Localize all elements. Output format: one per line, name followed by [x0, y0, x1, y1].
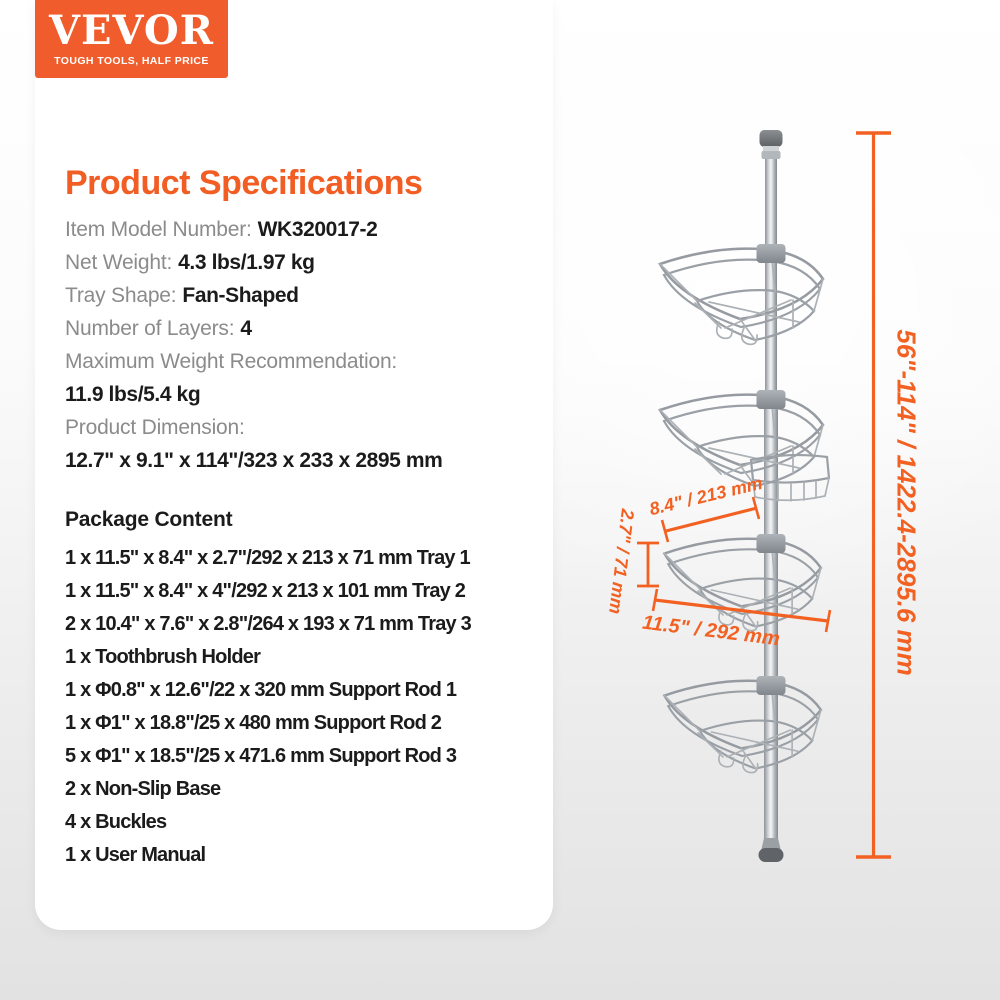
- spec-list: Item Model Number: WK320017-2 Net Weight:…: [65, 213, 443, 477]
- spec-label: Net Weight:: [65, 251, 173, 274]
- spec-row-dimension-value: 12.7" x 9.1" x 114"/323 x 233 x 2895 mm: [65, 444, 443, 477]
- spec-label: Tray Shape:: [65, 284, 177, 307]
- spec-card: VEVOR TOUGH TOOLS, HALF PRICE Product Sp…: [35, 0, 553, 930]
- spec-label: Product Dimension:: [65, 416, 245, 439]
- package-item: 2 x 10.4" x 7.6" x 2.8"/264 x 193 x 71 m…: [65, 613, 472, 635]
- package-item: 1 x Toothbrush Holder: [65, 646, 261, 668]
- tray-width-annotation: 11.5" / 292 mm: [641, 611, 781, 651]
- spec-row-dimension-label: Product Dimension:: [65, 411, 442, 444]
- package-item: 1 x 11.5" x 8.4" x 4"/292 x 213 x 101 mm…: [65, 580, 466, 602]
- package-item: 2 x Non-Slip Base: [65, 778, 221, 800]
- height-range-annotation: 56"-114" / 1422.4-2895.6 mm: [891, 329, 922, 676]
- tray-4: [663, 679, 823, 774]
- vevor-logo: VEVOR TOUGH TOOLS, HALF PRICE: [35, 0, 228, 78]
- spec-row-layers: Number of Layers: 4: [65, 312, 442, 345]
- brand-tagline: TOUGH TOOLS, HALF PRICE: [54, 55, 209, 67]
- spec-value: 11.9 lbs/5.4 kg: [65, 383, 201, 406]
- tray-height-annotation: 2.7" / 71 mm: [605, 507, 638, 616]
- page-title: Product Specifications: [65, 164, 423, 202]
- package-item: 1 x Φ1" x 18.8"/25 x 480 mm Support Rod …: [65, 712, 442, 734]
- spec-label: Item Model Number:: [65, 218, 252, 241]
- spec-row-model: Item Model Number: WK320017-2: [65, 213, 442, 246]
- spec-value: 4: [240, 317, 252, 340]
- tension-pole: [758, 130, 784, 862]
- spec-value: 4.3 lbs/1.97 kg: [178, 251, 315, 274]
- spec-row-maxweight-value: 11.9 lbs/5.4 kg: [65, 378, 442, 411]
- tray-depth-annotation: 8.4" / 213 mm: [647, 472, 765, 520]
- spec-value: Fan-Shaped: [182, 284, 299, 307]
- spec-value: WK320017-2: [257, 218, 378, 241]
- package-item: 1 x User Manual: [65, 844, 206, 866]
- package-content-heading: Package Content: [65, 508, 233, 531]
- package-item: 5 x Φ1" x 18.5"/25 x 471.6 mm Support Ro…: [65, 745, 457, 767]
- tray-1: [658, 247, 825, 346]
- tray-2: [658, 393, 825, 488]
- package-item: 4 x Buckles: [65, 811, 167, 833]
- spec-label: Maximum Weight Recommendation:: [65, 350, 398, 373]
- package-item: 1 x Φ0.8" x 12.6"/22 x 320 mm Support Ro…: [65, 679, 457, 701]
- spec-row-weight: Net Weight: 4.3 lbs/1.97 kg: [65, 246, 442, 279]
- package-item: 1 x 11.5" x 8.4" x 2.7"/292 x 213 x 71 m…: [65, 547, 471, 569]
- spec-label: Number of Layers:: [65, 317, 235, 340]
- spec-row-shape: Tray Shape: Fan-Shaped: [65, 279, 442, 312]
- package-content-list: 1 x 11.5" x 8.4" x 2.7"/292 x 213 x 71 m…: [65, 542, 472, 872]
- spec-row-maxweight-label: Maximum Weight Recommendation:: [65, 345, 442, 378]
- brand-name: VEVOR: [49, 7, 214, 54]
- spec-value: 12.7" x 9.1" x 114"/323 x 233 x 2895 mm: [65, 449, 443, 472]
